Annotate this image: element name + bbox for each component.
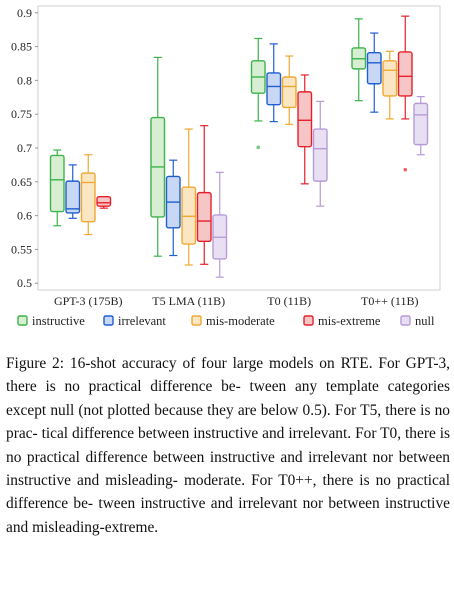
caption-line-2: RTE. For GPT-3, there is no practical di…: [6, 355, 450, 396]
box-iqr: [80, 172, 96, 223]
plot-frame: [37, 5, 441, 291]
x-tick-label: T0++ (11B): [361, 294, 418, 308]
box-mis-moderate-0: [80, 154, 96, 236]
y-tick-label: 0.6: [17, 209, 32, 223]
caption-line-3: tween any template categories except nul…: [6, 378, 450, 419]
y-tick-label: 0.7: [17, 141, 32, 155]
box-iqr: [65, 180, 81, 214]
box-plot-chart: 0.5 0.55 0.6 0.65 0.7 0.75 0.8 0.85 0.9 GPT-3 (1…: [11, 5, 441, 328]
legend-label: mis-extreme: [318, 314, 381, 328]
box-mis-moderate-1: [181, 128, 197, 266]
x-tick-label: T0 (11B): [267, 294, 311, 308]
box-null-1: [212, 171, 228, 278]
y-tick-label: 0.5: [17, 276, 32, 290]
box-iqr: [297, 91, 313, 148]
y-tick-label: 0.85: [11, 40, 32, 54]
caption-line-1: Figure 2: 16-shot accuracy of four large…: [6, 355, 335, 372]
x-tick-label: T5 LMA (11B): [152, 294, 225, 308]
y-tick-label: 0.9: [17, 6, 32, 20]
legend-label: instructive: [32, 314, 85, 328]
y-tick-label: 0.55: [11, 242, 32, 256]
box-iqr: [382, 60, 398, 97]
legend-entry-mis-extreme: mis-extreme: [303, 314, 381, 328]
figure-caption: Figure 2: 16-shot accuracy of four large…: [6, 352, 450, 539]
box-iqr: [96, 195, 112, 207]
y-tick-label: 0.8: [17, 73, 32, 87]
outlier-point: [403, 167, 408, 172]
legend-entry-null: null: [400, 314, 435, 328]
caption-line-4: because they are below 0.5). For T5, the…: [6, 401, 451, 443]
caption-line-5: tical difference between instructive and…: [41, 425, 377, 443]
box-iqr: [281, 76, 297, 109]
box-mis-extreme-3: [397, 15, 413, 172]
legend-swatch: [103, 315, 114, 326]
legend-entry-mis-moderate: mis-moderate: [191, 314, 275, 328]
box-iqr: [413, 102, 429, 146]
legend-entry-irrelevant: irrelevant: [103, 314, 166, 328]
y-tick-label: 0.75: [11, 107, 32, 121]
box-mis-extreme-2: [297, 74, 313, 185]
legend-label: mis-moderate: [206, 314, 275, 328]
legend-swatch: [17, 315, 28, 326]
box-irrelevant-3: [366, 32, 382, 113]
box-iqr: [196, 191, 212, 243]
box-null-3: [413, 96, 429, 156]
y-tick-label: 0.65: [11, 175, 32, 189]
box-mis-extreme-1: [196, 125, 212, 265]
legend-swatch: [400, 315, 411, 326]
caption-line-8: moderate. For T0++, there is no practica…: [6, 472, 450, 513]
box-irrelevant-0: [65, 164, 81, 219]
legend-label: irrelevant: [118, 314, 166, 328]
box-mis-moderate-2: [281, 55, 297, 125]
box-mis-moderate-3: [382, 50, 398, 120]
outlier-point: [256, 145, 261, 150]
caption-line-9: tween instructive and irrelevant nor bet…: [98, 495, 450, 513]
legend-swatch: [191, 315, 202, 326]
box-instructive-1: [150, 56, 166, 257]
box-iqr: [312, 128, 328, 182]
box-irrelevant-1: [165, 159, 181, 257]
box-instructive-0: [49, 149, 65, 227]
legend-label: null: [415, 314, 435, 328]
box-instructive-2: [250, 37, 266, 150]
x-tick-label: GPT-3 (175B): [54, 294, 123, 308]
box-iqr: [49, 154, 65, 213]
caption-line-10: and misleading-extreme.: [6, 518, 159, 536]
legend-entry-instructive: instructive: [17, 314, 85, 328]
box-mis-extreme-0: [96, 195, 112, 209]
box-iqr: [266, 72, 282, 106]
box-instructive-3: [351, 18, 367, 102]
box-irrelevant-2: [266, 43, 282, 123]
legend-swatch: [303, 315, 314, 326]
box-iqr: [397, 51, 413, 97]
box-iqr: [366, 51, 382, 85]
caption-line-7: and irrelevant nor between instructive a…: [6, 448, 450, 490]
box-null-2: [312, 100, 328, 207]
caption-line-6: T0, there is no practical difference bet…: [6, 425, 450, 466]
